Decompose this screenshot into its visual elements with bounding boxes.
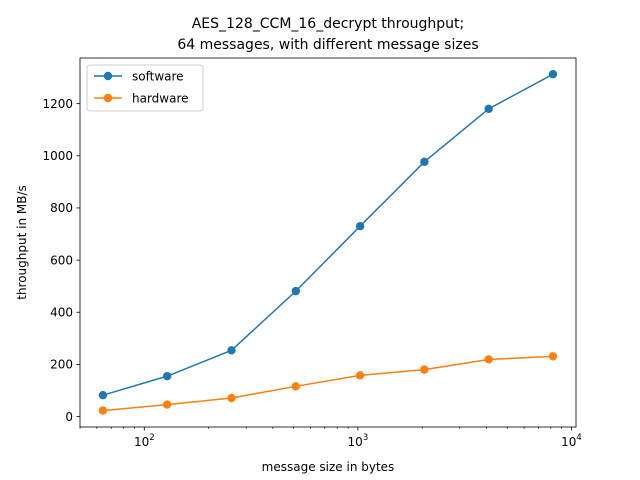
chart-title-line-2: 64 messages, with different message size…: [177, 37, 478, 53]
plot-area: [98, 69, 558, 415]
data-point-hardware: [484, 355, 493, 364]
data-point-hardware: [548, 352, 558, 361]
data-point-hardware: [291, 382, 300, 391]
x-axis-label: message size in bytes: [262, 460, 395, 474]
data-point-software: [162, 371, 172, 381]
y-tick-label: 600: [50, 253, 73, 267]
legend-marker-software: [103, 71, 113, 81]
y-tick-label: 400: [50, 306, 73, 320]
x-tick-label: 102: [134, 433, 155, 449]
data-point-software: [355, 222, 365, 231]
y-tick-label: 1200: [42, 97, 73, 111]
data-point-hardware: [162, 400, 172, 409]
series-line-hardware: [102, 355, 554, 412]
legend-label-hardware: hardware: [132, 91, 189, 105]
data-point-hardware: [98, 406, 108, 415]
data-point-hardware: [227, 393, 236, 403]
data-point-hardware: [355, 371, 365, 380]
data-point-software: [484, 104, 493, 114]
data-point-hardware: [420, 365, 429, 374]
chart-title-line-1: AES_128_CCM_16_decrypt throughput;: [192, 16, 465, 32]
series-line-software: [102, 73, 554, 396]
data-point-software: [548, 69, 558, 79]
y-tick-label: 200: [50, 358, 73, 372]
data-point-software: [227, 346, 236, 355]
legend-label-software: software: [132, 69, 184, 83]
y-tick-label: 0: [65, 410, 73, 424]
x-tick-label: 103: [348, 433, 369, 449]
y-tick-label: 1000: [42, 149, 73, 163]
axes-frame: [79, 57, 577, 428]
legend-marker-hardware: [103, 93, 113, 103]
data-point-software: [291, 286, 300, 296]
legend: software hardware: [86, 64, 204, 112]
y-axis-label: throughput in MB/s: [15, 185, 29, 300]
x-tick-label: 104: [561, 433, 582, 449]
data-point-software: [420, 157, 429, 166]
data-point-software: [98, 390, 108, 400]
y-tick-label: 800: [50, 201, 73, 215]
